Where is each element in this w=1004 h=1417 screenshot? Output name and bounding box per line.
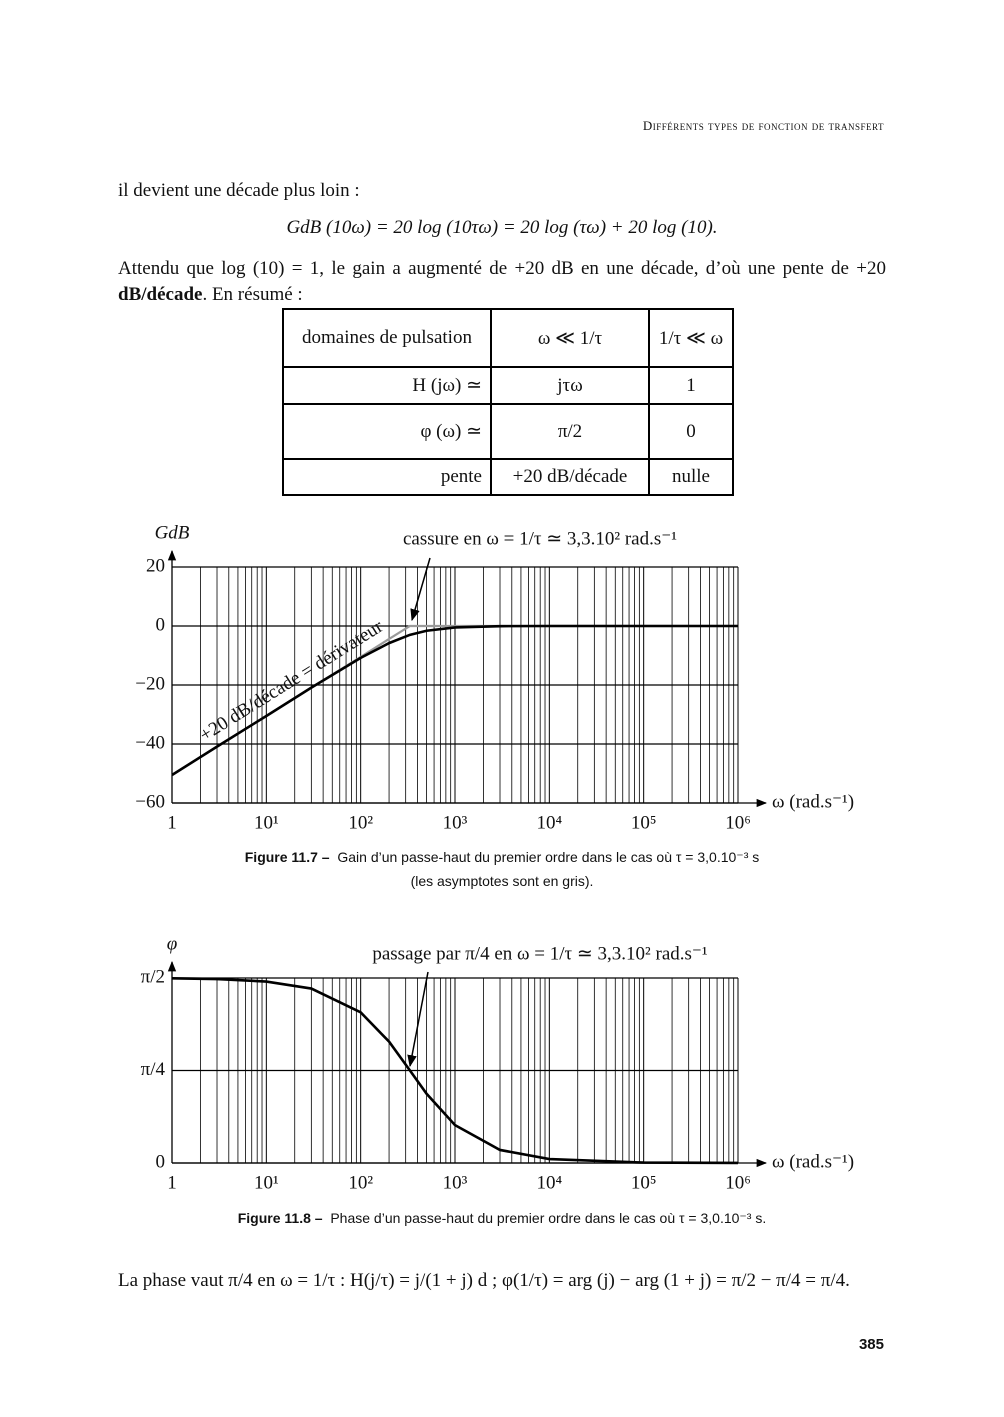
- running-title: Différents types de fonction de transfer…: [642, 118, 884, 133]
- cell: 0: [648, 403, 734, 460]
- caption: Figure 11.7 – Gain d’un passe-haut du pr…: [0, 849, 1004, 866]
- caption-text: Phase d’un passe-haut du premier ordre d…: [330, 1210, 767, 1226]
- y-tick-label: −60: [135, 791, 165, 812]
- annotation-arrow: [407, 971, 429, 1068]
- y-tick-label: −20: [135, 673, 165, 694]
- y-tick-label: 20: [146, 555, 165, 576]
- y-axis-label: GdB: [155, 522, 190, 543]
- y-tick-label: π/4: [141, 1059, 166, 1080]
- y-tick-label: 0: [156, 614, 166, 635]
- text: La phase vaut π/4 en ω = 1/τ : H(j/τ) = …: [118, 1270, 850, 1291]
- annotation: cassure en ω = 1/τ ≃ 3,3.10² rad.s⁻¹: [403, 528, 677, 549]
- page-number: 385: [858, 1336, 884, 1353]
- x-tick-label: 10¹: [254, 812, 279, 833]
- x-tick-label: 10³: [443, 812, 468, 833]
- data-line: [171, 624, 738, 777]
- caption-label: Figure 11.7 –: [244, 849, 330, 865]
- text: il devient une décade plus loin :: [118, 180, 360, 201]
- annotation: +20 dB/décade = dérivateur: [196, 616, 387, 746]
- text: Attendu que log (10) = 1, le gain a augm…: [118, 258, 886, 279]
- cell: 1/τ ≪ ω: [648, 308, 734, 368]
- text: . En résumé :: [202, 284, 303, 305]
- x-axis-label: ω (rad.s⁻¹): [772, 1151, 854, 1172]
- cell: domaines de pulsation: [282, 308, 492, 368]
- y-tick-label: π/2: [141, 966, 165, 987]
- text-bold: dB/décade: [118, 284, 203, 305]
- x-tick-label: 1: [167, 812, 177, 833]
- x-tick-label: 1: [167, 1172, 177, 1193]
- cell: nulle: [648, 458, 734, 496]
- caption: Figure 11.8 – Phase d’un passe-haut du p…: [0, 1210, 1004, 1227]
- cell: pente: [282, 458, 492, 496]
- caption-text: (les asymptotes sont en gris).: [410, 873, 594, 889]
- cell: ω ≪ 1/τ: [490, 308, 650, 368]
- x-tick-label: 10⁴: [537, 1172, 563, 1193]
- x-axis-label: ω (rad.s⁻¹): [772, 791, 854, 812]
- caption-label: Figure 11.8 –: [237, 1210, 323, 1226]
- x-tick-label: 10³: [443, 1172, 468, 1193]
- summary-table: domaines de pulsation ω ≪ 1/τ 1/τ ≪ ω H (j…: [282, 308, 734, 496]
- caption-text: Gain d’un passe-haut du premier ordre da…: [337, 849, 760, 865]
- x-tick-label: 10²: [348, 812, 373, 833]
- paragraph: Attendu que log (10) = 1, le gain a augm…: [118, 256, 886, 308]
- y-tick-label: −40: [135, 732, 165, 753]
- x-tick-label: 10⁶: [725, 1172, 751, 1193]
- x-tick-label: 10⁴: [537, 812, 563, 833]
- cell: π/2: [490, 403, 650, 460]
- x-tick-label: 10¹: [254, 1172, 279, 1193]
- x-tick-label: 10⁵: [631, 1172, 657, 1193]
- cell: +20 dB/décade: [490, 458, 650, 496]
- y-tick-label: 0: [156, 1151, 166, 1172]
- cell: jτω: [490, 366, 650, 405]
- x-tick-label: 10⁶: [725, 812, 751, 833]
- data-line: [171, 977, 739, 1165]
- cell: φ (ω) ≃: [282, 403, 492, 460]
- equation: GdB (10ω) = 20 log (10τω) = 20 log (τω) …: [286, 217, 718, 238]
- x-tick-label: 10⁵: [631, 812, 657, 833]
- x-tick-label: 10²: [348, 1172, 373, 1193]
- cell: 1: [648, 366, 734, 405]
- cell: H (jω) ≃: [282, 366, 492, 405]
- annotation: passage par π/4 en ω = 1/τ ≃ 3,3.10² rad…: [372, 943, 708, 964]
- y-axis-label: φ: [167, 933, 178, 954]
